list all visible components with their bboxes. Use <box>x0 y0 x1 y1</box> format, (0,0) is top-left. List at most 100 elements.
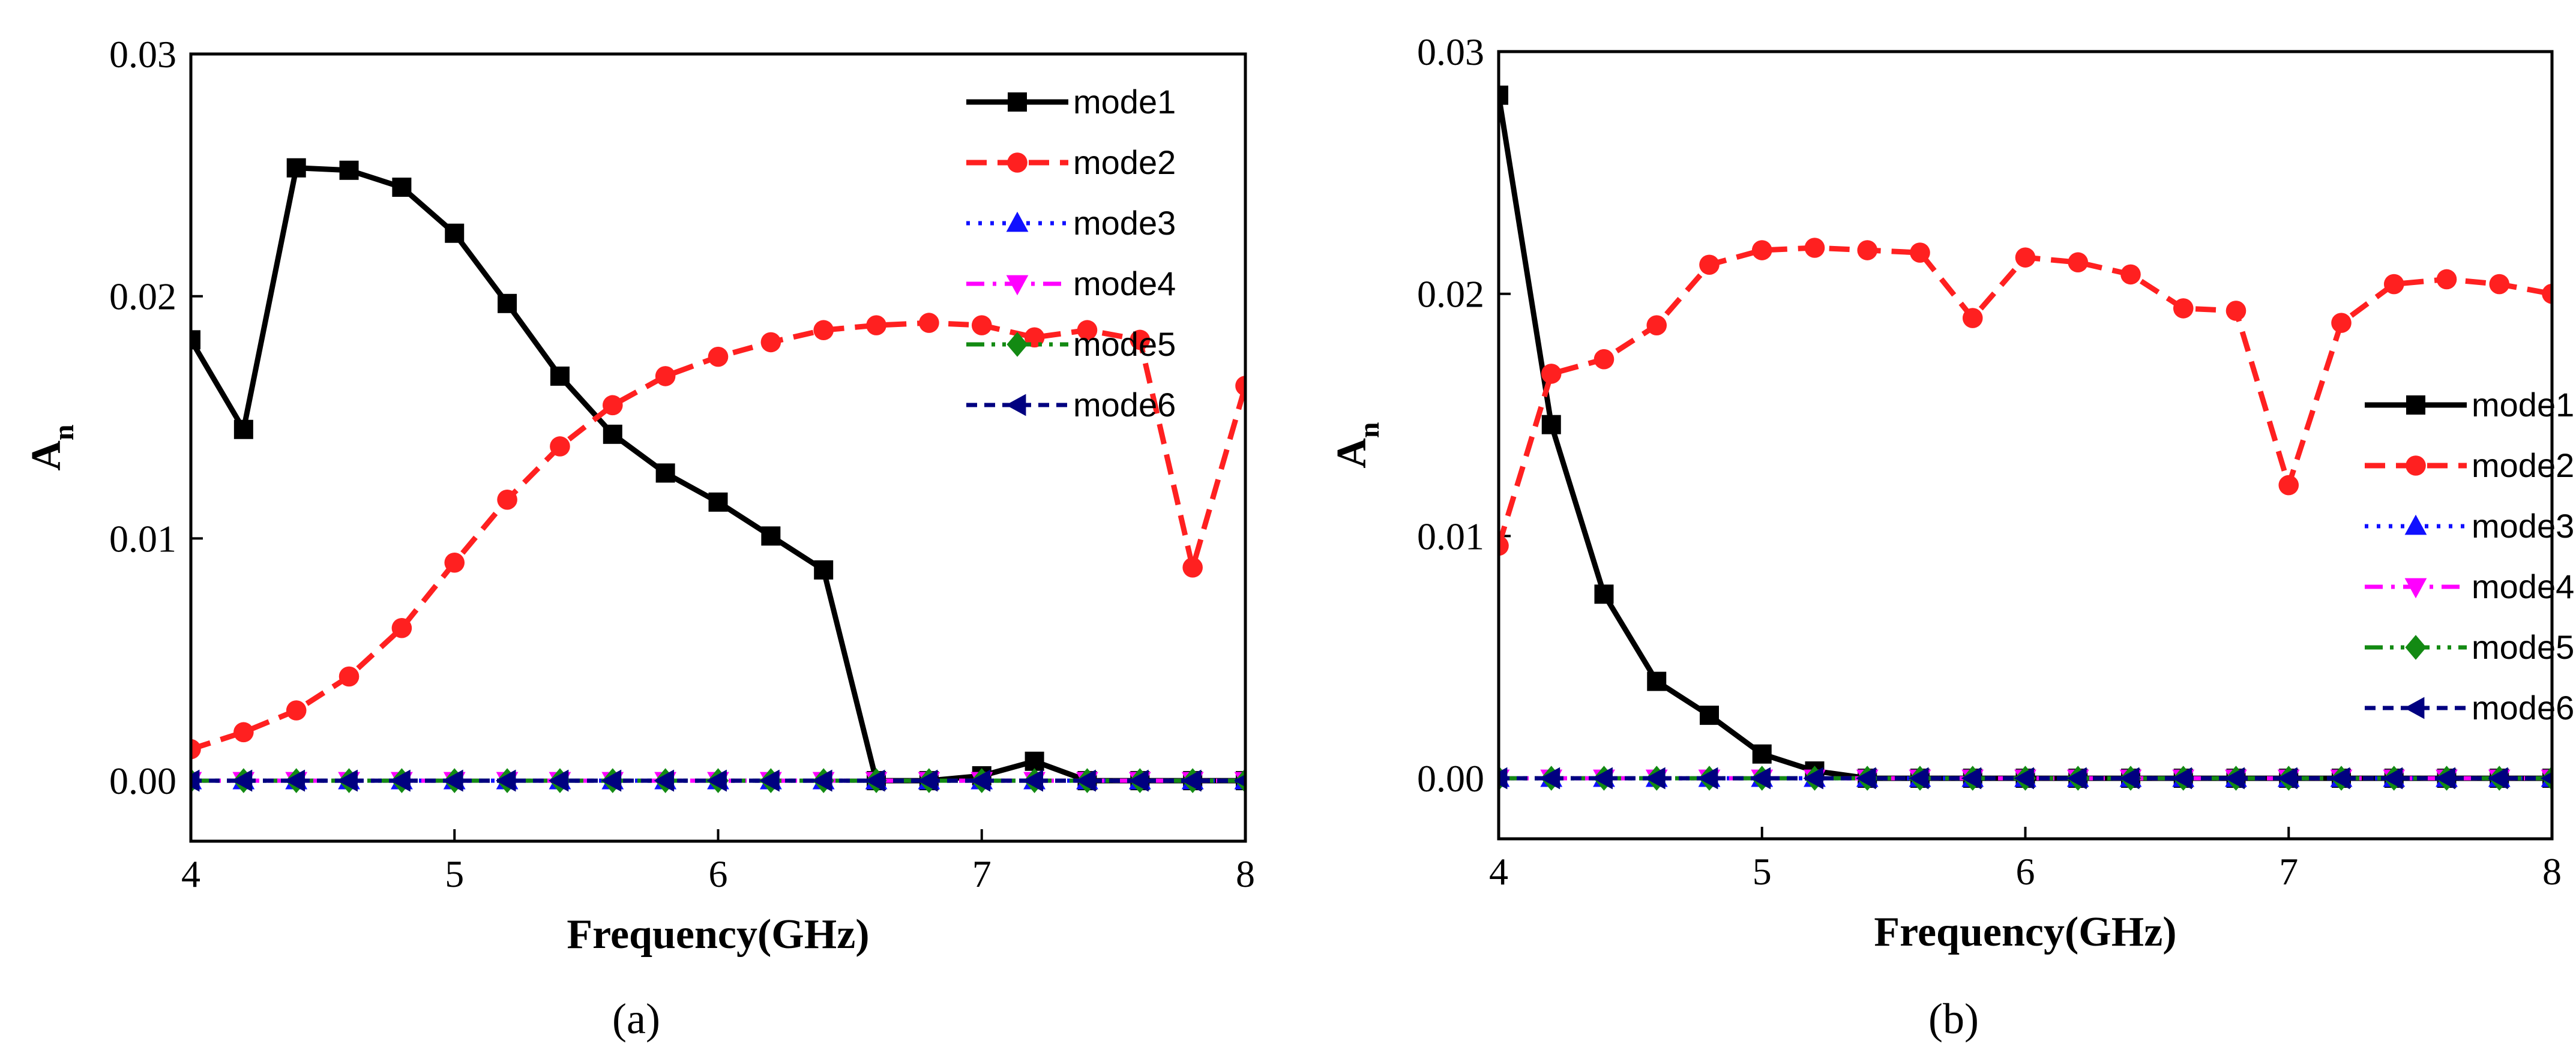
b-y-tick-label: 0.03 <box>1417 31 1484 73</box>
a-mode6-point <box>1181 769 1202 792</box>
b-mode6-point <box>1750 767 1771 790</box>
b-mode1-point <box>1594 584 1614 604</box>
b-mode1-point <box>1647 671 1667 691</box>
a-mode6-point <box>654 769 675 792</box>
b-legend-marker-mode6 <box>2404 697 2425 719</box>
b-mode6-point <box>1539 767 1560 790</box>
b-x-axis-title: Frequency(GHz) <box>1874 909 2176 955</box>
b-legend-marker-mode4 <box>2404 578 2427 599</box>
b-mode6-point <box>2224 767 2245 790</box>
b-mode6-point <box>2119 767 2140 790</box>
a-mode6-point <box>970 769 991 792</box>
a-x-tick-label: 7 <box>972 853 992 895</box>
a-y-axis-title: An <box>23 424 80 470</box>
b-x-tick-label: 5 <box>1753 850 1772 893</box>
b-legend-label-mode6: mode6 <box>2472 689 2574 727</box>
a-legend-marker-mode6 <box>1005 394 1026 416</box>
b-mode6-point <box>1592 767 1613 790</box>
a-legend-label-mode3: mode3 <box>1073 204 1176 242</box>
b-mode2-point <box>1499 535 1509 556</box>
a-mode6-point <box>443 769 463 792</box>
a-mode6-point <box>812 769 832 792</box>
a-mode6-point <box>864 769 885 792</box>
a-y-tick-label: 0.03 <box>109 33 176 76</box>
b-series-mode6 <box>1499 767 2552 790</box>
b-mode1-point <box>1499 85 1508 105</box>
b-mode6-point <box>2329 767 2350 790</box>
a-y-axis-title-sub: n <box>48 424 80 440</box>
b-mode2-point <box>1593 349 1615 370</box>
b-plot-frame <box>1497 50 2554 841</box>
b-mode2-point <box>1804 238 1825 258</box>
b-mode6-point <box>1803 767 1823 790</box>
b-mode2-point <box>2542 283 2552 304</box>
a-mode2-point <box>919 313 939 333</box>
b-mode6-point <box>2014 767 2034 790</box>
b-mode2-point <box>2068 252 2089 273</box>
b-legend-label-mode3: mode3 <box>2472 507 2574 545</box>
b-legend-marker-mode5 <box>2405 635 2427 660</box>
b-mode2-point <box>1962 308 1983 328</box>
a-x-tick-label: 8 <box>1236 853 1255 895</box>
a-mode2-point <box>603 395 623 416</box>
b-mode2-point <box>2436 269 2457 290</box>
a-mode2-point <box>1077 320 1098 341</box>
b-x-tick-label: 4 <box>1489 850 1508 893</box>
a-mode6-point <box>1023 769 1043 792</box>
b-legend-label-mode5: mode5 <box>2472 628 2574 666</box>
a-mode2-point <box>760 332 781 353</box>
b-mode6-point <box>1645 767 1666 790</box>
b-legend-marker-mode3 <box>2404 514 2427 535</box>
a-y-tick-label: 0.00 <box>109 760 176 802</box>
b-x-tick-label: 8 <box>2542 850 2562 893</box>
b-legend-label-mode2: mode2 <box>2472 446 2574 484</box>
b-mode6-point <box>1499 767 1508 790</box>
a-x-tick-label: 4 <box>181 853 200 895</box>
b-y-axis-title-sub: n <box>1353 422 1385 438</box>
a-mode1-point <box>445 223 465 243</box>
chart-panel-a: 4 5 6 7 80.000.010.020.03mode1mode2mode3mode… <box>23 33 1255 1043</box>
a-mode6-point <box>337 769 358 792</box>
a-x-tick-label: 5 <box>445 853 464 895</box>
b-y-tick-label: 0.01 <box>1417 515 1484 557</box>
a-mode2-point <box>339 666 360 687</box>
a-mode6-point <box>759 769 780 792</box>
a-mode1-point <box>761 526 781 546</box>
b-y-axis-title: An <box>1329 422 1385 468</box>
a-series-mode1 <box>191 158 1245 791</box>
a-mode1-point <box>708 492 728 512</box>
b-y-tick-label: 0.00 <box>1417 757 1484 800</box>
a-series-mode2 <box>191 313 1245 760</box>
a-mode2-point <box>444 552 465 573</box>
b-mode2-point <box>1751 240 1772 260</box>
b-mode1-point <box>1752 744 1772 764</box>
b-mode6-point <box>2382 767 2403 790</box>
b-mode6-point <box>2171 767 2192 790</box>
b-legend: mode1 mode2 mode3 mode4 mode5 mode6 <box>2365 386 2574 727</box>
a-mode6-point <box>1233 774 1245 787</box>
b-mode6-point <box>1697 767 1718 790</box>
a-mode6-point <box>191 769 200 792</box>
b-mode2-point <box>2120 264 2141 285</box>
b-mode6-point <box>1908 767 1929 790</box>
a-mode2-point <box>971 315 992 335</box>
a-mode2-point <box>286 700 307 721</box>
b-x-tick-label: 6 <box>2016 850 2035 893</box>
a-mode1-point <box>550 366 570 386</box>
b-panel-label: (b) <box>1928 995 1979 1043</box>
a-mode1-point <box>655 463 675 483</box>
a-mode6-point <box>548 769 569 792</box>
a-mode2-point <box>233 722 254 743</box>
a-y-axis-title-main: A <box>23 440 70 471</box>
b-mode6-point <box>2435 767 2455 790</box>
a-plot-frame <box>189 52 1247 843</box>
a-mode2-point <box>1130 329 1151 350</box>
b-y-tick-label: 0.02 <box>1417 273 1484 316</box>
a-mode2-point <box>391 617 412 638</box>
a-legend-label-mode6: mode6 <box>1073 386 1176 424</box>
a-legend-label-mode1: mode1 <box>1073 83 1176 121</box>
a-mode6-point <box>495 769 516 792</box>
b-mode1-point <box>1541 415 1561 434</box>
b-mode6-point <box>2488 767 2508 790</box>
